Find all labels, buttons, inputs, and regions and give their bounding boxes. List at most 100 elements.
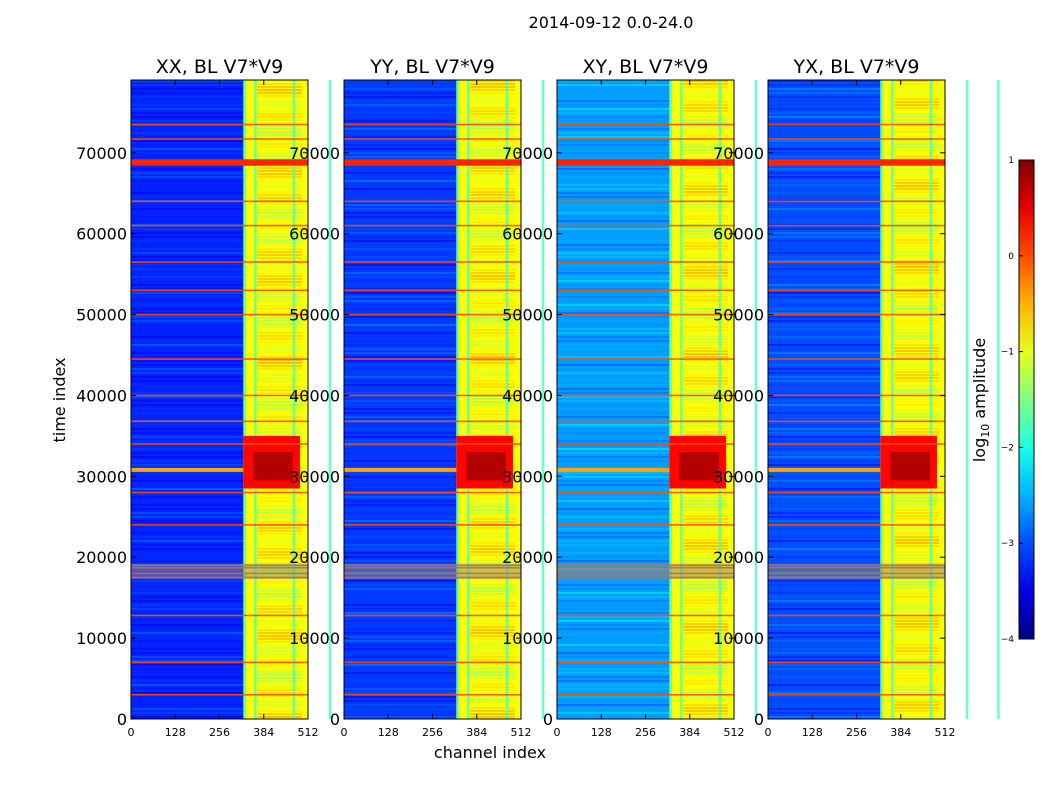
heatmap-band-stripe	[683, 263, 728, 265]
heatmap-band-stripe	[683, 299, 728, 301]
heatmap-band-stripe	[683, 422, 728, 424]
heatmap-band-stripe	[257, 320, 302, 322]
heatmap-stripe	[557, 352, 670, 354]
heatmap-band-stripe	[894, 143, 939, 145]
heatmap-band-stripe	[683, 587, 728, 589]
heatmap-band-stripe	[470, 374, 515, 376]
rfi-line	[557, 467, 670, 472]
heatmap-band-stripe	[894, 239, 939, 241]
heatmap-stripe	[557, 436, 670, 438]
heatmap-stripe	[131, 316, 244, 318]
heatmap-stripe	[557, 644, 670, 646]
heatmap-band-stripe	[894, 167, 939, 169]
heatmap-stripe	[131, 644, 244, 646]
heatmap-band-stripe	[470, 431, 515, 433]
heatmap-band-stripe	[470, 557, 515, 559]
heatmap-stripe	[768, 604, 881, 606]
heatmap-stripe	[344, 280, 457, 282]
heatmap-band-stripe	[683, 149, 728, 151]
heatmap-band-stripe	[894, 686, 939, 688]
heatmap-band-stripe	[257, 296, 302, 298]
flagged-row	[131, 289, 308, 292]
heatmap-band-stripe	[894, 389, 939, 391]
heatmap-stripe	[768, 476, 881, 478]
heatmap-stripe	[344, 480, 457, 482]
x-tick-label: 256	[846, 726, 867, 739]
heatmap-band-stripe	[683, 266, 728, 268]
heatmap-band-stripe	[683, 218, 728, 220]
heatmap-stripe	[557, 376, 670, 378]
heatmap-band-stripe	[683, 416, 728, 418]
heatmap-band-stripe	[257, 674, 302, 676]
heatmap-band-stripe	[257, 251, 302, 253]
heatmap-stripe	[344, 504, 457, 506]
heatmap-band-stripe	[683, 281, 728, 283]
heatmap-stripe	[344, 664, 457, 666]
heatmap-stripe	[768, 184, 881, 186]
panel-2: YY, BL V7*V9 0 128 256 384 512 0 10000 20000 3000…	[289, 56, 576, 739]
flagged-grey-band	[131, 563, 308, 580]
heatmap-band-stripe	[470, 380, 515, 382]
heatmap-band-stripe	[683, 659, 728, 661]
heatmap-stripe	[557, 316, 670, 318]
heatmap-band-stripe	[257, 494, 302, 496]
heatmap-stripe	[557, 480, 670, 482]
heatmap-band-stripe	[894, 587, 939, 589]
heatmap-stripe	[768, 508, 881, 510]
heatmap-band-stripe	[894, 101, 939, 103]
heatmap-band-stripe	[257, 533, 302, 535]
heatmap-band-stripe	[894, 542, 939, 544]
heatmap-band-stripe	[257, 137, 302, 139]
heatmap-band-stripe	[470, 299, 515, 301]
heatmap-band-stripe	[894, 374, 939, 376]
heatmap-stripe	[557, 368, 670, 370]
heatmap-band-stripe	[683, 320, 728, 322]
heatmap-stripe	[131, 504, 244, 506]
heatmap-band-stripe	[470, 125, 515, 127]
heatmap-band-stripe	[894, 98, 939, 100]
heatmap-band-stripe	[470, 236, 515, 238]
heatmap-stripe	[344, 364, 457, 366]
heatmap-stripe	[557, 464, 670, 466]
heatmap-band-stripe	[894, 503, 939, 505]
heatmap-stripe	[131, 324, 244, 326]
x-tick-label: 384	[890, 726, 911, 739]
heatmap-band-stripe	[470, 527, 515, 529]
heatmap-band-stripe	[683, 380, 728, 382]
heatmap-band-stripe	[683, 317, 728, 319]
heatmap-band-stripe	[683, 590, 728, 592]
heatmap-stripe	[131, 592, 244, 594]
heatmap-band-stripe	[894, 551, 939, 553]
heatmap-band-stripe	[894, 131, 939, 133]
heatmap-band-stripe	[894, 521, 939, 523]
heatmap-stripe	[131, 268, 244, 270]
heatmap-band-stripe	[894, 683, 939, 685]
heatmap-stripe	[557, 496, 670, 498]
heatmap-band-stripe	[683, 527, 728, 529]
heatmap-band-stripe	[257, 140, 302, 142]
heatmap-band-stripe	[894, 356, 939, 358]
heatmap-stripe	[131, 672, 244, 674]
heatmap-stripe	[131, 632, 244, 634]
heatmap-stripe	[131, 608, 244, 610]
heatmap-band-stripe	[683, 191, 728, 193]
heatmap-stripe	[768, 140, 881, 142]
heatmap-stripe	[557, 344, 670, 346]
heatmap-band-stripe	[470, 416, 515, 418]
heatmap-band-stripe	[257, 686, 302, 688]
flagged-row	[131, 693, 308, 696]
flagged-row	[344, 313, 521, 316]
heatmap-band-stripe	[257, 629, 302, 631]
heatmap-band-stripe	[683, 242, 728, 244]
heatmap-stripe	[344, 148, 457, 150]
heatmap-band-stripe	[470, 503, 515, 505]
y-tick-label: 50000	[76, 306, 127, 325]
heatmap-stripe	[557, 248, 670, 250]
heatmap-stripe	[768, 696, 881, 698]
heatmap-band-stripe	[683, 344, 728, 346]
heatmap-band-stripe	[470, 506, 515, 508]
heatmap-band-stripe	[683, 329, 728, 331]
heatmap-band-stripe	[683, 356, 728, 358]
flagged-row	[768, 358, 945, 360]
heatmap-stripe	[768, 264, 881, 266]
